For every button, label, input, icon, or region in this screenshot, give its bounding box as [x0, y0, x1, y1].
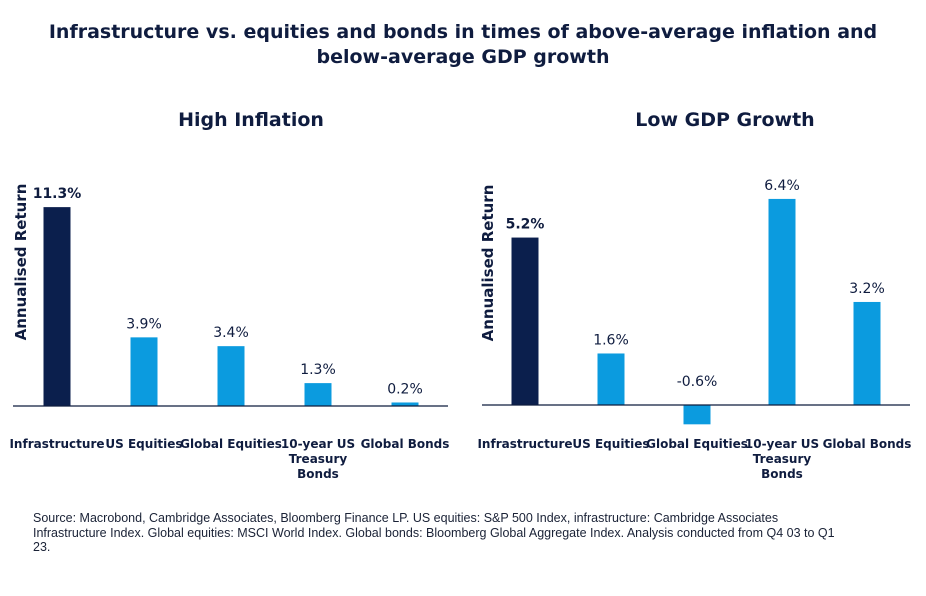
high-inflation-data-label-2: 3.4%: [213, 325, 249, 341]
footnote: Source: Macrobond, Cambridge Associates,…: [33, 511, 893, 555]
low-gdp-data-label-4: 3.2%: [849, 281, 885, 297]
low-gdp-bar-0: [511, 237, 539, 405]
low-gdp-category-label-2: Global Equities: [646, 437, 748, 451]
low-gdp-category-label-1: US Equities: [572, 437, 649, 451]
low-gdp-chart-title: Low GDP Growth: [635, 109, 814, 131]
low-gdp-category-label-0: Infrastructure: [477, 437, 572, 451]
low-gdp-data-label-2: -0.6%: [677, 374, 718, 390]
main-title-line-2: below-average GDP growth: [316, 46, 610, 68]
low-gdp-data-label-1: 1.6%: [593, 332, 629, 348]
high-inflation-bar-2: [217, 346, 245, 406]
footnote-line-3: 23.: [33, 540, 51, 554]
low-gdp-bar-2: [683, 405, 711, 425]
high-inflation-data-label-0: 11.3%: [33, 186, 82, 202]
main-title: Infrastructure vs. equities and bonds in…: [0, 20, 926, 70]
high-inflation-category-label-4: Global Bonds: [361, 437, 450, 451]
high-inflation-category-label-2: Global Equities: [180, 437, 282, 451]
low-gdp-bar-3: [768, 198, 796, 405]
high-inflation-data-label-3: 1.3%: [300, 362, 336, 378]
low-gdp-y-axis-label: Annualised Return: [479, 185, 497, 342]
low-gdp-category-label-4: Global Bonds: [823, 437, 912, 451]
high-inflation-data-label-4: 0.2%: [387, 381, 423, 397]
high-inflation-category-label-0: Infrastructure: [9, 437, 104, 451]
low-gdp-data-label-0: 5.2%: [506, 217, 545, 233]
high-inflation-bar-1: [130, 337, 158, 406]
low-gdp-bar-1: [597, 353, 625, 405]
high-inflation-category-label-3: 10-year US Treasury Bonds: [281, 437, 355, 481]
high-inflation-category-label-1: US Equities: [105, 437, 182, 451]
high-inflation-y-axis-label: Annualised Return: [12, 184, 30, 341]
high-inflation-bar-4: [391, 402, 419, 406]
low-gdp-bar-4: [853, 301, 881, 405]
high-inflation-chart-title: High Inflation: [178, 109, 324, 131]
low-gdp-category-label-3: 10-year US Treasury Bonds: [745, 437, 819, 481]
footnote-line-2: Infrastructure Index. Global equities: M…: [33, 525, 835, 540]
high-inflation-data-label-1: 3.9%: [126, 316, 162, 332]
footnote-line-1: Source: Macrobond, Cambridge Associates,…: [33, 511, 779, 525]
low-gdp-data-label-3: 6.4%: [764, 178, 800, 194]
main-title-line-1: Infrastructure vs. equities and bonds in…: [48, 21, 878, 43]
high-inflation-bar-0: [43, 207, 71, 406]
high-inflation-bar-3: [304, 383, 332, 406]
